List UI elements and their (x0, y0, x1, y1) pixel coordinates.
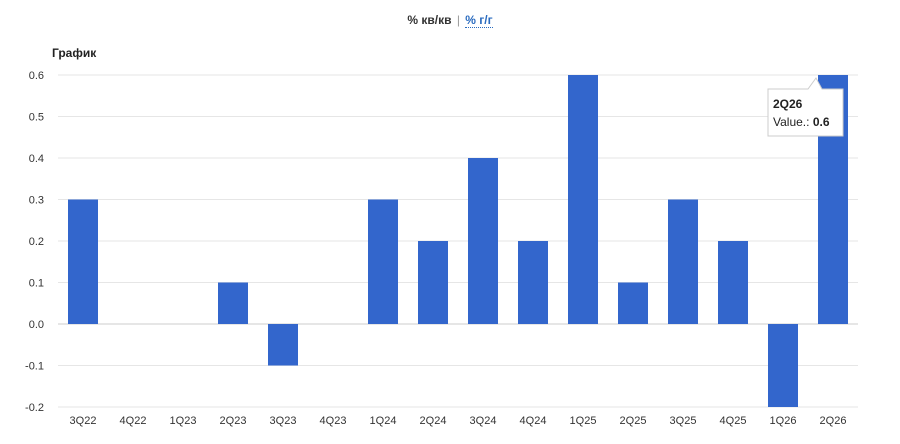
x-tick-label: 4Q22 (120, 415, 147, 427)
y-tick-label: 0.2 (29, 236, 44, 248)
x-tick-label: 2Q24 (420, 415, 447, 427)
y-tick-label: -0.2 (25, 402, 44, 414)
tooltip-box (767, 77, 844, 137)
y-tick-label: 0.3 (29, 195, 44, 207)
x-tick-label: 3Q25 (670, 415, 697, 427)
qoq-toggle[interactable]: % кв/кв (407, 13, 452, 27)
toggle-separator: | (456, 13, 460, 27)
x-tick-label: 3Q23 (270, 415, 297, 427)
bar (418, 241, 448, 324)
bar (618, 282, 648, 324)
bar (268, 324, 298, 366)
yoy-toggle-link[interactable]: % г/г (465, 13, 493, 28)
x-tick-label: 2Q23 (220, 415, 247, 427)
x-tick-label: 1Q23 (170, 415, 197, 427)
x-tick-label: 3Q22 (70, 415, 97, 427)
bar (68, 199, 98, 324)
bar (568, 75, 598, 324)
bar (768, 324, 798, 407)
y-tick-label: 0.5 (29, 112, 44, 124)
unit-toggle: % кв/кв | % г/г (0, 13, 900, 28)
y-tick-label: 0.4 (29, 153, 44, 165)
chart-title: График (52, 46, 97, 60)
tooltip-category: 2Q26 (773, 97, 803, 111)
x-tick-label: 1Q25 (570, 415, 597, 427)
y-tick-label: -0.1 (25, 361, 44, 373)
x-tick-label: 3Q24 (470, 415, 497, 427)
y-tick-label: 0.6 (29, 70, 44, 82)
x-tick-label: 2Q25 (620, 415, 647, 427)
bar (468, 158, 498, 324)
bar (668, 199, 698, 324)
x-tick-label: 1Q24 (370, 415, 397, 427)
y-tick-label: 0.1 (29, 278, 44, 290)
tooltip-value: Value.: 0.6 (773, 115, 830, 129)
x-tick-label: 4Q24 (520, 415, 547, 427)
bar (518, 241, 548, 324)
x-tick-label: 4Q23 (320, 415, 347, 427)
x-tick-label: 2Q26 (820, 415, 847, 427)
bar (218, 282, 248, 324)
bar (368, 199, 398, 324)
tooltip: 2Q26 Value.: 0.6 (767, 77, 844, 137)
x-tick-label: 4Q25 (720, 415, 747, 427)
x-tick-label: 1Q26 (770, 415, 797, 427)
y-tick-label: 0.0 (29, 319, 44, 331)
bar (718, 241, 748, 324)
